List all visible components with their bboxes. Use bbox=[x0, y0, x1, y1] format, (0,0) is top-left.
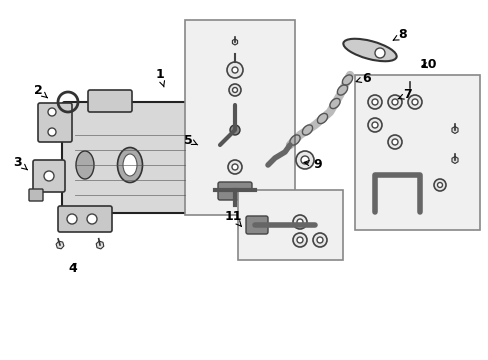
FancyBboxPatch shape bbox=[58, 206, 112, 232]
FancyBboxPatch shape bbox=[187, 143, 217, 177]
Circle shape bbox=[437, 183, 442, 188]
Text: 11: 11 bbox=[224, 211, 241, 226]
FancyBboxPatch shape bbox=[38, 103, 72, 142]
Circle shape bbox=[374, 48, 384, 58]
Ellipse shape bbox=[76, 151, 94, 179]
Ellipse shape bbox=[117, 148, 142, 183]
Ellipse shape bbox=[123, 154, 137, 176]
Text: 10: 10 bbox=[418, 58, 436, 72]
Circle shape bbox=[371, 99, 377, 105]
FancyBboxPatch shape bbox=[88, 90, 132, 112]
Bar bbox=[184, 20, 294, 215]
Circle shape bbox=[232, 87, 237, 93]
Text: 2: 2 bbox=[34, 84, 47, 98]
Circle shape bbox=[316, 237, 323, 243]
Circle shape bbox=[391, 99, 397, 105]
Circle shape bbox=[87, 214, 97, 224]
Circle shape bbox=[296, 219, 303, 225]
FancyBboxPatch shape bbox=[29, 189, 43, 201]
Circle shape bbox=[407, 95, 421, 109]
Circle shape bbox=[227, 160, 242, 174]
Circle shape bbox=[228, 84, 241, 96]
FancyBboxPatch shape bbox=[33, 160, 65, 192]
Bar bbox=[354, 75, 479, 230]
Text: 7: 7 bbox=[397, 89, 411, 102]
Text: 9: 9 bbox=[304, 158, 322, 171]
FancyBboxPatch shape bbox=[245, 216, 267, 234]
Circle shape bbox=[411, 99, 417, 105]
Circle shape bbox=[44, 171, 54, 181]
Circle shape bbox=[387, 135, 401, 149]
Text: 6: 6 bbox=[355, 72, 370, 85]
Text: 5: 5 bbox=[183, 134, 197, 147]
Circle shape bbox=[67, 214, 77, 224]
Circle shape bbox=[231, 164, 238, 170]
Circle shape bbox=[367, 95, 381, 109]
Circle shape bbox=[226, 62, 243, 78]
Circle shape bbox=[433, 179, 445, 191]
Text: 1: 1 bbox=[155, 68, 164, 87]
Circle shape bbox=[229, 125, 240, 135]
Circle shape bbox=[387, 95, 401, 109]
Circle shape bbox=[301, 156, 308, 164]
Circle shape bbox=[48, 108, 56, 116]
Circle shape bbox=[295, 151, 313, 169]
Text: 8: 8 bbox=[392, 28, 407, 41]
Ellipse shape bbox=[343, 39, 396, 61]
Circle shape bbox=[391, 139, 397, 145]
Circle shape bbox=[367, 118, 381, 132]
Circle shape bbox=[292, 233, 306, 247]
Text: 4: 4 bbox=[68, 261, 77, 274]
FancyBboxPatch shape bbox=[218, 182, 251, 200]
Circle shape bbox=[231, 67, 238, 73]
Circle shape bbox=[312, 233, 326, 247]
Circle shape bbox=[296, 237, 303, 243]
Circle shape bbox=[371, 122, 377, 128]
FancyBboxPatch shape bbox=[62, 102, 198, 213]
Circle shape bbox=[292, 215, 306, 229]
Circle shape bbox=[48, 128, 56, 136]
Text: 3: 3 bbox=[14, 156, 27, 170]
Bar bbox=[238, 190, 342, 260]
